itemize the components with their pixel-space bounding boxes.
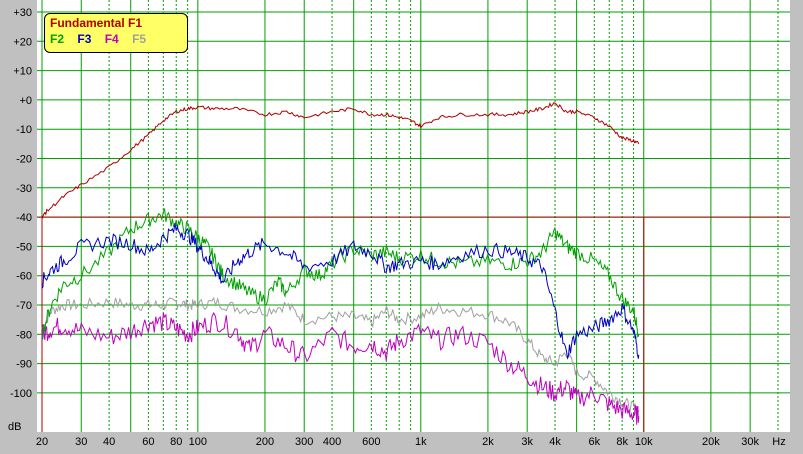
y-tick-label: -90 bbox=[16, 359, 32, 371]
legend-item-f2: F2 bbox=[50, 32, 65, 46]
y-tick-label: -30 bbox=[16, 183, 32, 195]
y-tick-label: -10 bbox=[16, 124, 32, 136]
x-tick-label: 2k bbox=[482, 436, 494, 448]
x-tick-label: 20 bbox=[36, 436, 48, 448]
x-tick-label: 10k bbox=[635, 436, 653, 448]
plot-area bbox=[37, 0, 790, 432]
x-tick-label: 30 bbox=[75, 436, 87, 448]
x-tick-label: 200 bbox=[256, 436, 274, 448]
series-line-f3 bbox=[41, 222, 640, 360]
series-line-f2 bbox=[41, 208, 640, 341]
y-tick-label: -50 bbox=[16, 241, 32, 253]
y-tick-label: +10 bbox=[13, 66, 32, 78]
y-tick-label: -100 bbox=[10, 388, 32, 400]
legend-item-f4: F4 bbox=[104, 32, 119, 46]
x-tick-label: 300 bbox=[295, 436, 313, 448]
x-tick-label: 30k bbox=[741, 436, 759, 448]
y-axis: +30 +20 +10 +0 -10 -20 -30 -40 -50 -60 -70 -80 -90 -1… bbox=[10, 7, 32, 400]
x-tick-label: 1k bbox=[415, 436, 427, 448]
x-tick-label: 4k bbox=[549, 436, 561, 448]
x-tick-label: 400 bbox=[323, 436, 341, 448]
x-axis: 20 30 40 60 80 100 200 300 400 600 1k 2k 3k 4k 6k 8k 10k… bbox=[36, 436, 786, 448]
x-tick-label: 600 bbox=[362, 436, 380, 448]
y-tick-label: -60 bbox=[16, 271, 32, 283]
x-tick-label: 80 bbox=[170, 436, 182, 448]
legend-title: Fundamental F1 bbox=[50, 16, 143, 30]
grid bbox=[37, 0, 790, 432]
y-tick-label: +20 bbox=[13, 36, 32, 48]
y-tick-label: -40 bbox=[16, 212, 32, 224]
legend-items: F2 F3 F4 F5 bbox=[50, 31, 182, 47]
y-tick-label: -70 bbox=[16, 300, 32, 312]
x-tick-label: 40 bbox=[103, 436, 115, 448]
x-tick-label: 6k bbox=[588, 436, 600, 448]
y-axis-label: dB bbox=[8, 421, 21, 433]
y-tick-label: +30 bbox=[13, 7, 32, 19]
x-tick-label: 8k bbox=[616, 436, 628, 448]
legend-item-f3: F3 bbox=[77, 32, 92, 46]
series-layer bbox=[37, 102, 790, 432]
x-tick-label: 100 bbox=[189, 436, 207, 448]
legend: Fundamental F1 F2 F3 F4 F5 bbox=[44, 13, 188, 53]
y-tick-label: -20 bbox=[16, 154, 32, 166]
series-line-f5 bbox=[41, 296, 640, 415]
legend-item-f5: F5 bbox=[132, 32, 147, 46]
x-tick-label: Hz bbox=[772, 436, 785, 448]
y-tick-label: +0 bbox=[19, 95, 32, 107]
series-line-f4 bbox=[41, 311, 640, 425]
x-tick-label: 60 bbox=[142, 436, 154, 448]
x-tick-label: 20k bbox=[702, 436, 720, 448]
x-tick-label: 3k bbox=[521, 436, 533, 448]
series-line-f1 bbox=[41, 102, 640, 219]
y-tick-label: -80 bbox=[16, 329, 32, 341]
